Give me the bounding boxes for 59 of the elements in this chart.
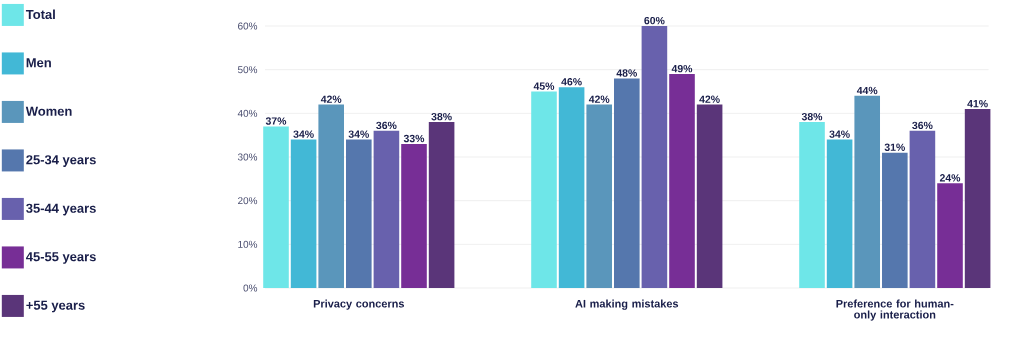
data-label: 34% — [829, 130, 850, 138]
data-label: 48% — [616, 69, 637, 77]
y-tick-label: 40% — [237, 109, 258, 117]
legend-label: 45-55 years — [26, 252, 96, 264]
bar — [263, 126, 289, 288]
data-label: 45% — [533, 82, 555, 90]
data-label: 36% — [376, 121, 397, 130]
bar — [882, 152, 908, 288]
bar — [373, 130, 400, 288]
data-label: 60% — [644, 16, 665, 25]
data-label: 38% — [801, 112, 823, 121]
bar — [401, 143, 427, 288]
data-label: 42% — [320, 95, 342, 103]
y-tick-label: 50% — [237, 66, 258, 74]
data-label: 41% — [967, 99, 988, 108]
data-label: 44% — [856, 86, 878, 95]
bar — [290, 139, 317, 288]
x-tick-label: Privacy concerns — [313, 299, 405, 310]
bar — [428, 122, 455, 288]
y-tick-label: 30% — [237, 153, 258, 161]
y-tick-label: 0% — [243, 284, 258, 292]
legend-label: 25-34 years — [26, 155, 96, 167]
legend-label: Women — [25, 106, 72, 116]
bar — [937, 183, 963, 288]
legend-label: Men — [26, 58, 51, 68]
bar — [669, 74, 695, 288]
data-label: 42% — [588, 95, 610, 103]
data-label: 49% — [671, 64, 693, 73]
bar — [964, 108, 991, 288]
x-tick-label: Preference for human-only interaction — [836, 299, 954, 321]
legend-label: Total — [25, 9, 55, 19]
bar — [558, 87, 585, 288]
legend-label: +55 years — [26, 300, 85, 313]
data-label: 37% — [265, 117, 287, 125]
x-tick-label: AI making mistakes — [575, 299, 679, 310]
bar — [799, 122, 825, 288]
bar — [641, 26, 668, 288]
y-tick-label: 60% — [238, 22, 258, 30]
bar — [854, 95, 881, 288]
data-label: 36% — [912, 121, 933, 130]
bar — [531, 91, 557, 288]
y-tick-label: 20% — [238, 197, 258, 205]
y-tick-label: 10% — [238, 240, 258, 248]
bar — [346, 139, 372, 288]
data-label: 38% — [431, 112, 452, 121]
data-label: 31% — [884, 143, 905, 151]
bar — [909, 130, 936, 288]
data-label: 46% — [561, 78, 582, 86]
bar — [826, 139, 853, 288]
data-label: 33% — [403, 134, 425, 143]
bar — [586, 104, 612, 288]
bar — [318, 104, 344, 288]
bar — [614, 78, 640, 288]
data-label: 34% — [348, 130, 369, 138]
legend-label: 35-44 years — [26, 203, 96, 216]
data-label: 34% — [293, 130, 314, 138]
bar — [696, 104, 723, 288]
data-label: 42% — [699, 95, 720, 103]
data-label: 24% — [939, 174, 961, 182]
